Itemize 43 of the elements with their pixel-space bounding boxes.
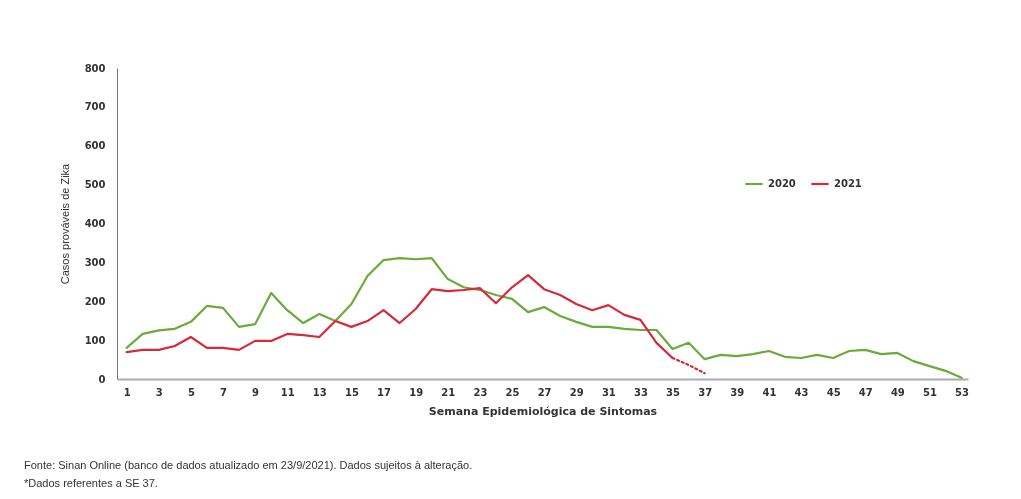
x-tick-label: 1 <box>123 386 131 398</box>
legend-label: 2021 <box>834 178 862 189</box>
x-tick-label: 3 <box>155 386 163 398</box>
x-tick-label: 21 <box>441 386 456 398</box>
x-tick-label: 19 <box>409 386 424 398</box>
y-tick-label: 600 <box>84 140 106 152</box>
x-tick-label: 13 <box>312 386 327 398</box>
y-tick-label: 200 <box>84 295 106 307</box>
legend-label: 2020 <box>768 178 796 189</box>
x-tick-label: 29 <box>569 386 584 398</box>
x-tick-label: 33 <box>633 386 648 398</box>
x-tick-label: 41 <box>762 386 777 398</box>
y-tick-label: 700 <box>84 101 106 113</box>
x-tick-label: 23 <box>473 386 488 398</box>
text: *Dados referentes a SE 37. <box>24 476 159 491</box>
x-tick-label: 45 <box>826 386 841 398</box>
x-tick-label: 11 <box>280 386 295 398</box>
y-tick-label: 0 <box>98 373 106 385</box>
x-axis-title: Semana Epidemiológica de Sintomas <box>428 404 658 418</box>
source-note: Fonte: Sinan Online (banco de dados atualizado em 23/9/2021). Dados sujeitos à alteração. <box>24 458 473 473</box>
x-tick-label: 51 <box>923 386 937 398</box>
x-tick-label: 43 <box>794 386 809 398</box>
line-series <box>125 257 963 379</box>
x-tick-label: 25 <box>505 386 520 398</box>
x-tick-label: 15 <box>344 386 359 398</box>
x-tick-label: 7 <box>219 386 227 398</box>
y-axis-title: Casos prováveis de Zika <box>58 162 71 285</box>
x-tick-label: 49 <box>890 386 905 398</box>
y-tick-label: 500 <box>84 179 106 191</box>
y-tick-label: 800 <box>84 62 106 74</box>
x-tick-label: 9 <box>252 386 260 398</box>
y-tick-label: 100 <box>84 334 106 346</box>
y-tick-label: 300 <box>84 256 106 268</box>
x-tick-label: 17 <box>377 386 392 398</box>
x-tick-label: 35 <box>666 386 681 398</box>
x-tick-label: 37 <box>698 386 713 398</box>
x-tick-label: 5 <box>187 386 195 398</box>
x-tick-label: 31 <box>601 386 616 398</box>
x-tick-label: 53 <box>955 386 970 398</box>
x-tick-label: 27 <box>537 386 552 398</box>
x-tick-label: 47 <box>858 386 873 398</box>
x-tick-label: 39 <box>730 386 745 398</box>
y-tick-label: 400 <box>84 218 106 229</box>
